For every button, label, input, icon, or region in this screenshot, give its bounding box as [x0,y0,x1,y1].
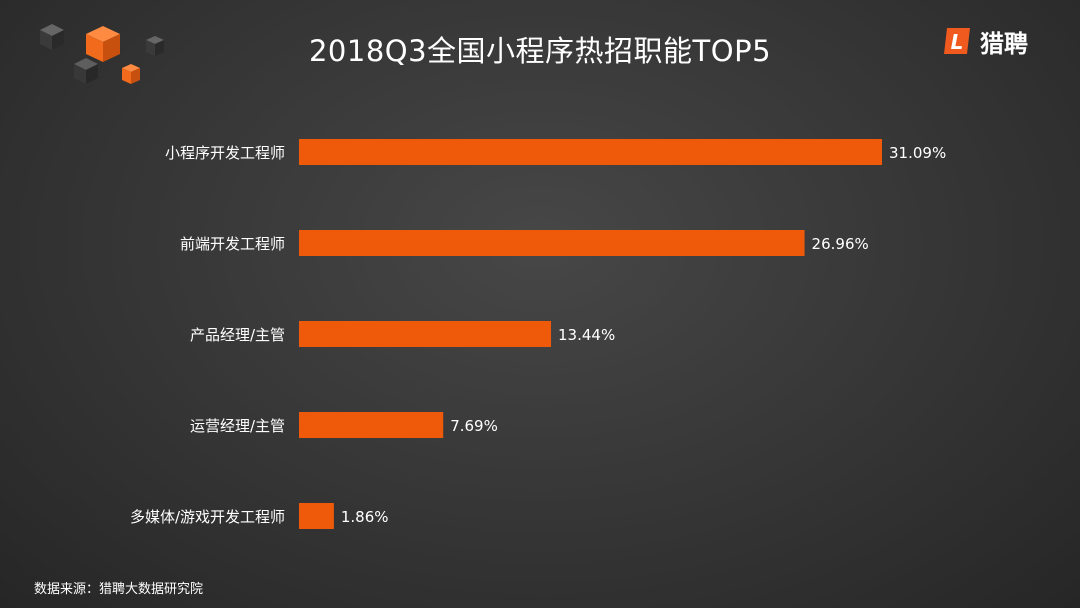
liepin-logo-icon: L [944,28,970,54]
value-label: 26.96% [812,235,869,253]
liepin-logo: L 猎聘 [940,24,1028,58]
gray-cube-icon [40,24,64,50]
data-source: 数据来源：猎聘大数据研究院 [34,582,204,597]
value-label: 1.86% [341,508,389,526]
value-label: 31.09% [889,144,946,162]
bar [299,139,882,165]
bar [299,321,552,347]
value-label: 7.69% [450,417,498,435]
category-label: 多媒体/游戏开发工程师 [130,508,285,526]
category-label: 运营经理/主管 [190,417,285,435]
gray-cube-icon [74,58,98,84]
gray-cube-icon [146,36,164,56]
category-label: 小程序开发工程师 [165,144,285,162]
value-label: 13.44% [558,326,615,344]
bar [299,230,805,256]
orange-cube-icon [86,26,120,62]
logo-text: 猎聘 [980,29,1028,58]
decorative-cubes-icon [40,24,164,84]
orange-cube-icon [122,64,140,84]
category-label: 前端开发工程师 [180,235,285,253]
svg-text:L: L [951,30,964,54]
bar [299,412,444,438]
bar [299,503,334,529]
chart-title: 2018Q3全国小程序热招职能TOP5 [308,34,772,68]
category-label: 产品经理/主管 [190,326,285,344]
